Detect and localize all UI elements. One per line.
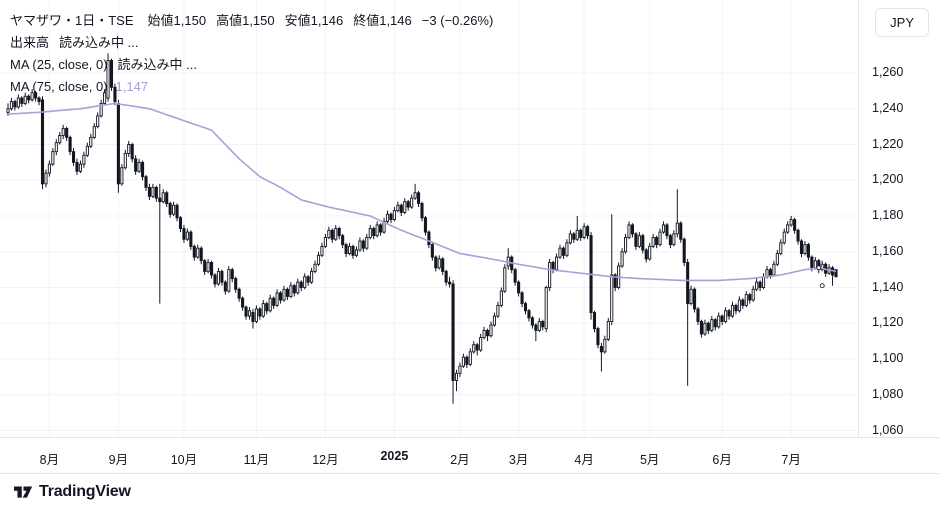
- close-label-value: 終値1,146: [353, 13, 412, 28]
- time-tick-label: 8月: [39, 453, 60, 467]
- price-tick-label: 1,240: [872, 100, 904, 115]
- ma75-label: MA (75, close, 0): [10, 79, 108, 94]
- last-bar-markers: [816, 265, 825, 289]
- time-tick-label: 2025: [380, 449, 409, 463]
- ma75-row: MA (75, close, 0) 1,147: [10, 76, 503, 98]
- low-label-value: 安値1,146: [284, 13, 344, 28]
- time-tick-label: 11月: [243, 453, 270, 467]
- chart-canvas[interactable]: [0, 0, 858, 442]
- price-tick-label: 1,120: [872, 315, 904, 330]
- time-tick-label: 7月: [781, 453, 801, 467]
- price-tick-label: 1,200: [872, 172, 904, 187]
- ma75-current-value: 1,147: [115, 79, 149, 94]
- change-value: −3 (−0.26%): [421, 13, 494, 28]
- time-tick-label: 3月: [508, 453, 529, 467]
- tradingview-logo-link[interactable]: TradingView: [14, 483, 131, 501]
- time-tick-label: 2月: [450, 453, 470, 467]
- volume-label: 出来高: [10, 35, 50, 50]
- time-tick-label: 6月: [712, 453, 732, 467]
- currency-button[interactable]: JPY: [875, 8, 929, 37]
- time-tick-label: 5月: [639, 453, 660, 467]
- price-tick-label: 1,060: [872, 422, 904, 437]
- time-tick-label: 4月: [574, 453, 594, 467]
- price-tick-label: 1,260: [872, 65, 904, 79]
- time-axis[interactable]: 8月 9月 10月 11月 12月 2025 2月 3月 4月 5月 6月 7月: [0, 437, 940, 474]
- price-tick-label: 1,180: [872, 208, 904, 222]
- time-tick-label: 12月: [312, 453, 339, 467]
- attribution-bar: TradingView: [0, 473, 940, 512]
- price-tick-label: 1,100: [872, 351, 904, 365]
- tradingview-logo-text: TradingView: [39, 483, 131, 500]
- volume-status: 読み込み中 ...: [59, 35, 139, 50]
- price-tick-label: 1,140: [872, 279, 904, 294]
- high-label-value: 高値1,150: [216, 13, 275, 28]
- price-tick-label: 1,220: [872, 136, 904, 151]
- symbol-title: ヤマザワ・1日・TSE: [10, 13, 134, 28]
- grid-lines: [0, 0, 858, 437]
- price-tick-label: 1,160: [872, 243, 904, 258]
- open-label-value: 始値1,150: [147, 13, 207, 28]
- price-tick-label: 1,080: [872, 386, 904, 401]
- volume-row: 出来高 読み込み中 ...: [10, 32, 503, 54]
- ma25-status: 読み込み中 ...: [117, 57, 197, 72]
- time-tick-label: 9月: [108, 453, 129, 467]
- tradingview-logo-icon: [14, 485, 33, 498]
- ma75-line: [7, 102, 837, 282]
- ma25-label: MA (25, close, 0): [10, 57, 108, 72]
- symbol-ohlc-row: ヤマザワ・1日・TSE 始値1,150 高値1,150 安値1,146 終値1,146−…: [10, 10, 503, 32]
- price-axis[interactable]: 1,260 1,240 1,220 1,200 1,180 1,160 1,140 1,120…: [858, 0, 940, 437]
- chart-legend: ヤマザワ・1日・TSE 始値1,150 高値1,150 安値1,146 終値1,146−…: [10, 10, 503, 98]
- time-tick-label: 10月: [170, 453, 198, 467]
- ma25-row: MA (25, close, 0) 読み込み中 ...: [10, 54, 503, 76]
- candlestick-chart[interactable]: [0, 0, 858, 437]
